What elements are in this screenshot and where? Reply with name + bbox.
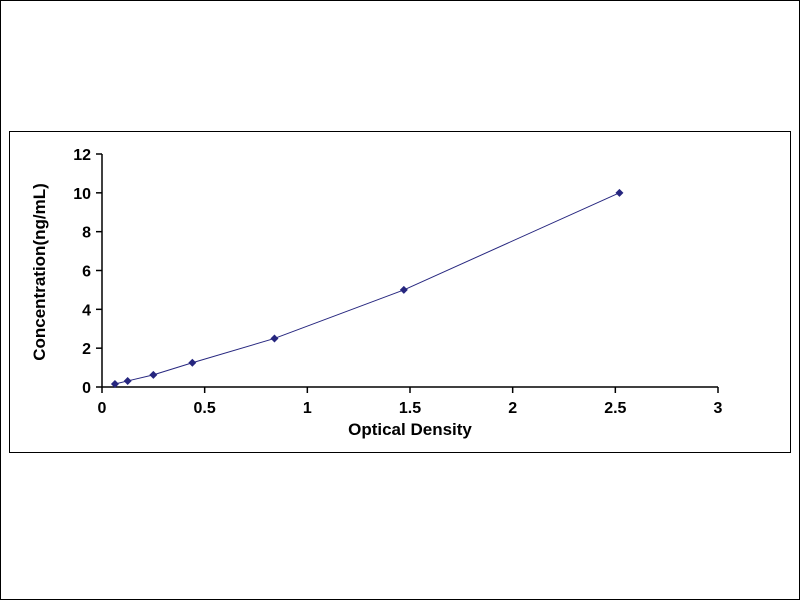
svg-text:2.5: 2.5	[604, 400, 626, 417]
svg-text:1: 1	[303, 400, 312, 417]
svg-text:0: 0	[98, 400, 107, 417]
svg-text:2: 2	[82, 341, 91, 358]
y-axis-label: Concentration(ng/mL)	[30, 183, 49, 361]
x-axis-label: Optical Density	[348, 420, 472, 439]
svg-text:3: 3	[714, 400, 723, 417]
svg-text:2: 2	[508, 400, 517, 417]
svg-text:12: 12	[73, 147, 91, 164]
svg-text:4: 4	[82, 302, 91, 319]
svg-text:8: 8	[82, 225, 91, 242]
svg-text:0: 0	[82, 380, 91, 397]
standard-curve-chart: 0 0.5 1 1.5 2 2.5 3 0 2 4 6 8 10 12 Concentration(ng/…	[9, 131, 791, 453]
svg-text:0.5: 0.5	[194, 400, 216, 417]
plot-svg: 0 0.5 1 1.5 2 2.5 3 0 2 4 6 8 10 12	[73, 147, 723, 417]
svg-text:6: 6	[82, 264, 91, 281]
svg-text:1.5: 1.5	[399, 400, 421, 417]
svg-text:10: 10	[73, 186, 91, 203]
